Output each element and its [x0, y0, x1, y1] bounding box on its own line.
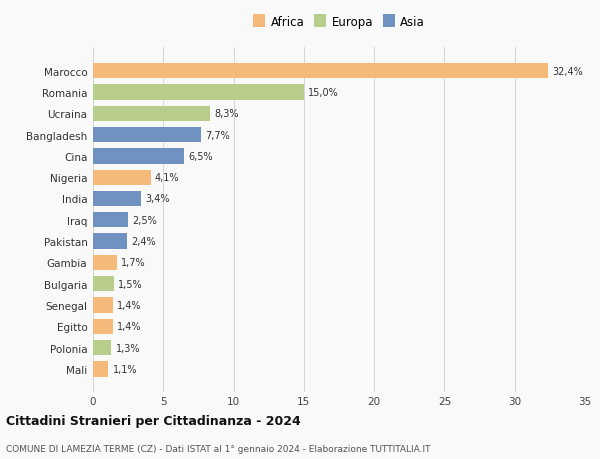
Text: 8,3%: 8,3% [214, 109, 238, 119]
Text: 1,7%: 1,7% [121, 258, 146, 268]
Text: 1,3%: 1,3% [115, 343, 140, 353]
Text: 6,5%: 6,5% [188, 151, 213, 162]
Text: 2,5%: 2,5% [133, 215, 157, 225]
Text: 3,4%: 3,4% [145, 194, 170, 204]
Bar [93, 170, 151, 185]
Text: 4,1%: 4,1% [155, 173, 179, 183]
Text: 1,4%: 1,4% [117, 322, 142, 331]
Bar [93, 255, 117, 270]
Text: 1,5%: 1,5% [118, 279, 143, 289]
Text: COMUNE DI LAMEZIA TERME (CZ) - Dati ISTAT al 1° gennaio 2024 - Elaborazione TUTT: COMUNE DI LAMEZIA TERME (CZ) - Dati ISTA… [6, 444, 431, 453]
Bar [93, 191, 141, 207]
Bar [93, 149, 184, 164]
Text: 32,4%: 32,4% [553, 67, 583, 77]
Bar [93, 85, 304, 101]
Legend: Africa, Europa, Asia: Africa, Europa, Asia [250, 13, 428, 33]
Text: Cittadini Stranieri per Cittadinanza - 2024: Cittadini Stranieri per Cittadinanza - 2… [6, 414, 301, 428]
Bar [93, 234, 127, 249]
Bar [93, 213, 128, 228]
Bar [93, 362, 109, 377]
Bar [93, 64, 548, 79]
Bar [93, 298, 113, 313]
Bar [93, 106, 209, 122]
Text: 1,1%: 1,1% [113, 364, 137, 374]
Text: 2,4%: 2,4% [131, 236, 155, 246]
Text: 15,0%: 15,0% [308, 88, 339, 98]
Text: 1,4%: 1,4% [117, 300, 142, 310]
Text: 7,7%: 7,7% [205, 130, 230, 140]
Bar [93, 276, 114, 292]
Bar [93, 319, 113, 334]
Bar [93, 128, 201, 143]
Bar [93, 340, 111, 356]
